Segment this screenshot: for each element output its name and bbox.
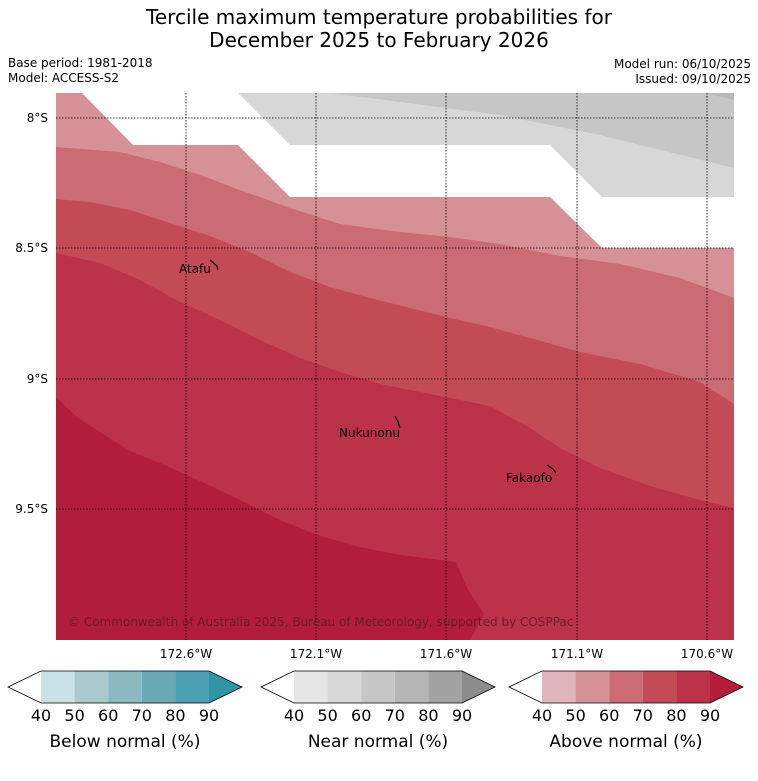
colorbar-near-tick: 90 (452, 706, 472, 725)
lat-label-8-5s: 8.5°S (15, 241, 48, 255)
meta-left: Base period: 1981-2018 Model: ACCESS-S2 (8, 56, 153, 86)
graticule (56, 93, 734, 640)
near-70-region (705, 93, 734, 100)
colorbar-below-tick: 50 (64, 706, 84, 725)
lon-label-172-1w: 172.1°W (290, 647, 342, 661)
above-90-region (56, 397, 484, 640)
colorbar-above-label: Above normal (%) (549, 732, 702, 752)
colorbar-above-tick: 80 (666, 706, 686, 725)
base-period: Base period: 1981-2018 (8, 56, 153, 70)
colorbar-above-tick: 40 (532, 706, 552, 725)
nukunonu-coastline (394, 415, 401, 429)
place-label-atafu: Atafu (179, 262, 211, 276)
colorbar-near-segment (327, 671, 362, 703)
colorbar-near-high-extend (462, 671, 495, 703)
colorbar-above-tick: 70 (633, 706, 653, 725)
model-run: Model run: 06/10/2025 (613, 57, 751, 71)
colorbar-near-tick: 40 (284, 706, 304, 725)
colorbar-below-segment (141, 671, 176, 703)
colorbar-above-tick: 50 (565, 706, 585, 725)
colorbar-near-tick: 60 (351, 706, 371, 725)
colorbar-below-tick: 90 (199, 706, 219, 725)
colorbar-above-outline (508, 670, 744, 704)
place-label-nukunonu: Nukunonu (339, 426, 400, 440)
lat-label-8s: 8°S (27, 111, 48, 125)
colorbar-below-segment (108, 671, 142, 703)
colorbar-near-tick: 70 (385, 706, 405, 725)
colorbar-below-segment (74, 671, 109, 703)
colorbar-above-segment (642, 671, 677, 703)
near-60-region (330, 93, 734, 168)
lon-label-172-6w: 172.6°W (160, 647, 212, 661)
colorbar-below-label: Below normal (%) (50, 732, 201, 752)
colorbar-near-segment (428, 671, 462, 703)
colorbar-below-low-extend (8, 671, 41, 703)
colorbar-below-tick: 60 (98, 706, 118, 725)
place-markers (209, 259, 557, 474)
colorbar-near-outline (260, 670, 496, 704)
meta-right: Model run: 06/10/2025 Issued: 09/10/2025 (614, 57, 751, 87)
colorbar-above-segment (575, 671, 610, 703)
lat-label-9-5s: 9.5°S (15, 502, 48, 516)
place-label-fakaofo: Fakaofo (506, 471, 552, 485)
map-title: Tercile maximum temperature probabilitie… (0, 6, 758, 52)
colorbar-near-segment (394, 671, 429, 703)
colorbar-below-segment (175, 671, 209, 703)
colorbar-above-segment (676, 671, 710, 703)
colorbar-near-tick: 80 (418, 706, 438, 725)
colorbar-below-high-extend (209, 671, 242, 703)
colorbar-below: 40 50 60 70 80 90 Below normal (%) (7, 670, 243, 752)
colorbar-below-tick: 80 (165, 706, 185, 725)
issued-date: Issued: 09/10/2025 (635, 72, 751, 86)
colorbar-near-label: Near normal (%) (308, 732, 448, 752)
title-line-1: Tercile maximum temperature probabilitie… (146, 5, 612, 29)
place-labels: Atafu Nukunonu Fakaofo (179, 262, 552, 485)
colorbar-above-tick: 60 (599, 706, 619, 725)
probability-fills (56, 93, 734, 640)
colorbar-above-high-extend (710, 671, 743, 703)
colorbar-near-segment (361, 671, 395, 703)
lon-label-171-1w: 171.1°W (551, 647, 603, 661)
title-line-2: December 2025 to February 2026 (209, 28, 549, 52)
model-name: Model: ACCESS-S2 (8, 71, 120, 85)
colorbar-below-segment (41, 671, 75, 703)
lat-label-9s: 9°S (27, 372, 48, 386)
colorbar-above: 40 50 60 70 80 90 Above normal (%) (508, 670, 744, 752)
colorbar-below-tick: 40 (31, 706, 51, 725)
copyright-notice: © Commonwealth of Australia 2025, Bureau… (68, 615, 573, 629)
colorbar-near-tick: 50 (317, 706, 337, 725)
lon-labels: 172.6°W 172.1°W 171.6°W 171.1°W 170.6°W (160, 647, 733, 661)
fakaofo-coastline (546, 464, 557, 474)
colorbar-above-segment (609, 671, 643, 703)
lon-label-170-6w: 170.6°W (681, 647, 733, 661)
colorbar-above-segment (542, 671, 576, 703)
atafu-coastline (209, 259, 219, 271)
lat-labels: 8°S 8.5°S 9°S 9.5°S (15, 111, 48, 516)
colorbars: 40 50 60 70 80 90 Below normal (%) 40 50 60 70 80 90… (7, 670, 744, 752)
colorbar-below-tick: 70 (132, 706, 152, 725)
colorbar-near-low-extend (261, 671, 294, 703)
colorbar-above-tick: 90 (700, 706, 720, 725)
colorbar-above-low-extend (509, 671, 542, 703)
colorbar-near-segment (294, 671, 328, 703)
colorbar-below-outline (7, 670, 243, 704)
lon-label-171-6w: 171.6°W (420, 647, 472, 661)
